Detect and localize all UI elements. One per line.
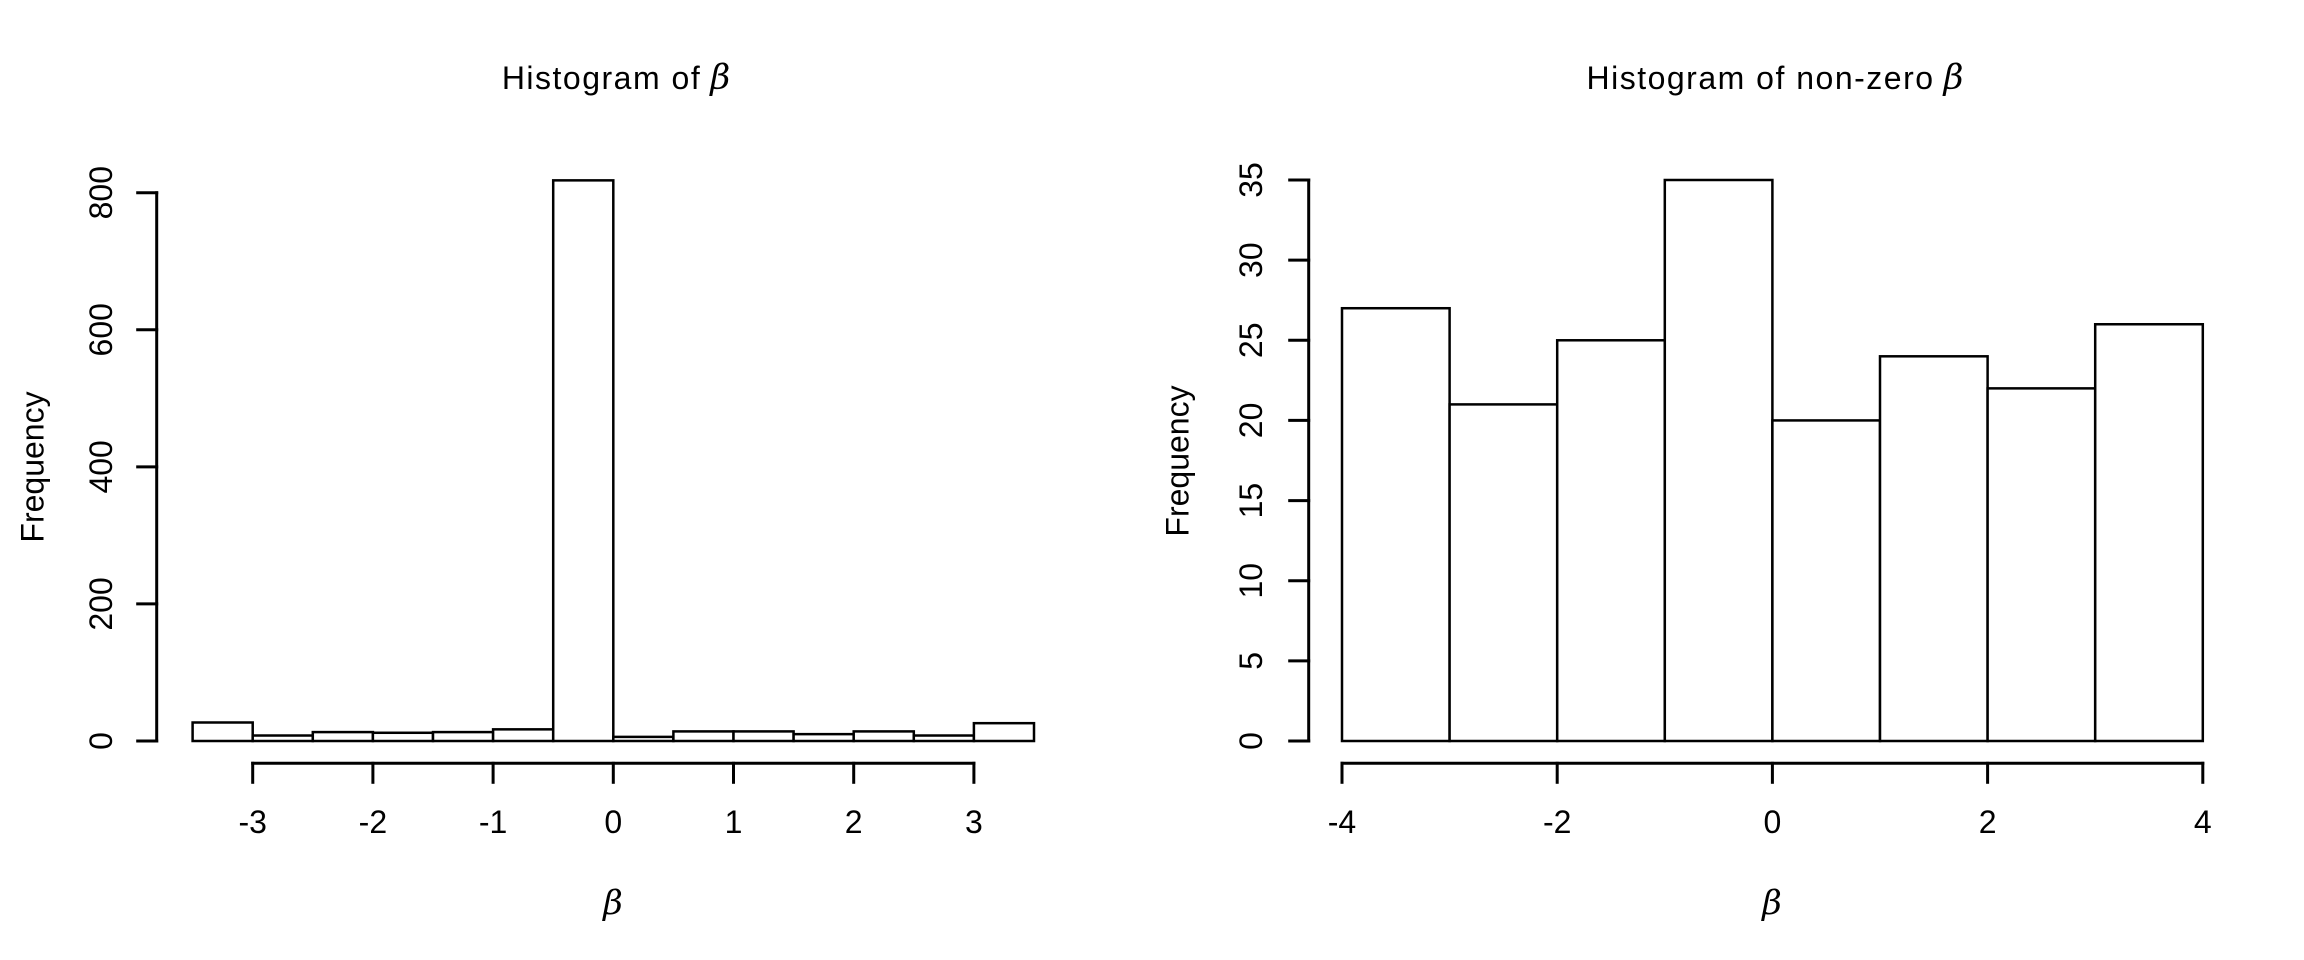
right-y-axis-label: Frequency: [1159, 385, 1196, 537]
y-tick-label: 400: [83, 440, 119, 493]
histogram-bar: [1340, 306, 1451, 743]
y-tick-label: 10: [1233, 563, 1269, 599]
y-tick-label: 30: [1233, 242, 1269, 278]
x-tick-label: -1: [479, 804, 507, 840]
histogram-bar: [431, 730, 495, 743]
x-tick-label: -2: [359, 804, 387, 840]
left-chart-title-text: Histogram of: [501, 60, 702, 96]
x-tick-label: 0: [604, 804, 622, 840]
histogram-bar: [2093, 323, 2205, 743]
histogram-bar: [852, 730, 916, 743]
histogram-bar: [191, 721, 254, 743]
x-tick-label: 3: [965, 804, 983, 840]
histogram-bar: [1878, 355, 1989, 743]
y-tick-label: 15: [1233, 483, 1269, 519]
y-tick-label: 0: [1233, 732, 1269, 750]
histogram-bar: [912, 734, 976, 743]
right-chart-title: Histogram of non-zero β: [1586, 58, 1963, 98]
y-tick-label: 800: [83, 166, 119, 219]
left-x-axis-label: β: [603, 883, 623, 923]
x-tick-label: 1: [725, 804, 743, 840]
histogram-bar: [491, 728, 555, 743]
y-tick-label: 25: [1233, 322, 1269, 358]
histogram-bar: [251, 734, 315, 743]
histogram-bar: [1555, 339, 1667, 743]
histogram-bar: [792, 732, 855, 743]
histogram-bar: [1663, 178, 1774, 743]
histogram-bar: [551, 179, 615, 743]
x-tick-label: -2: [1543, 804, 1571, 840]
left-y-axis-label: Frequency: [14, 391, 51, 543]
histogram-bar: [612, 735, 675, 743]
y-tick-label: 0: [83, 732, 119, 750]
x-tick-label: 4: [2194, 804, 2212, 840]
histogram-bar: [672, 730, 735, 743]
y-tick-label: 200: [83, 577, 119, 630]
histogram-bar: [1771, 419, 1882, 743]
x-tick-label: 2: [1979, 804, 1997, 840]
x-tick-label: -3: [238, 804, 266, 840]
beta-symbol: β: [710, 58, 731, 98]
y-tick-label: 35: [1233, 162, 1269, 198]
histogram-bar: [371, 731, 435, 743]
y-tick-label: 5: [1233, 652, 1269, 670]
x-tick-label: -4: [1328, 804, 1356, 840]
right-chart-title-text: Histogram of non-zero: [1586, 60, 1935, 96]
histogram-bar: [732, 730, 795, 743]
y-tick-label: 600: [83, 303, 119, 356]
histogram-bar: [311, 730, 375, 743]
y-tick-label: 20: [1233, 403, 1269, 439]
histogram-bar: [1986, 387, 2097, 743]
left-chart-title: Histogram of β: [502, 58, 730, 98]
histogram-bar: [972, 721, 1036, 743]
beta-symbol: β: [1943, 58, 1964, 98]
x-tick-label: 2: [845, 804, 863, 840]
x-tick-label: 0: [1764, 804, 1782, 840]
right-x-axis-label: β: [1762, 883, 1782, 923]
histogram-bar: [1448, 403, 1559, 743]
